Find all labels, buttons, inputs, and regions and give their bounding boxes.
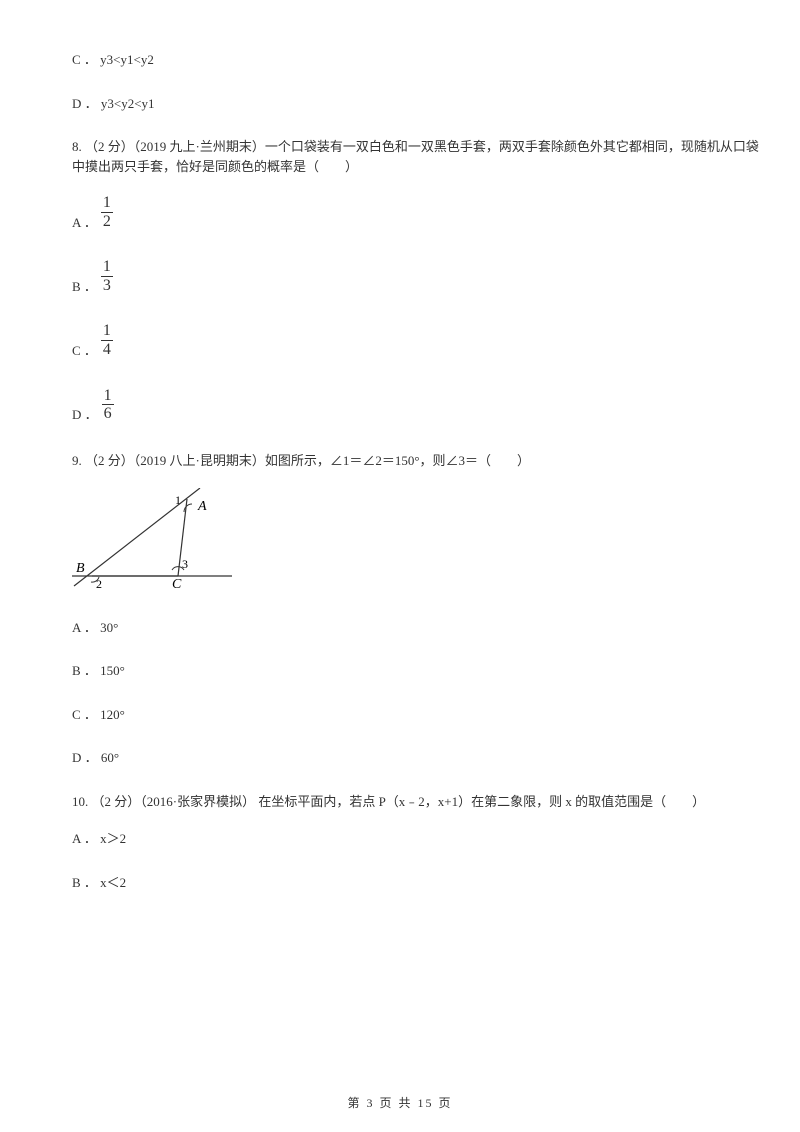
fraction-numerator: 1 xyxy=(101,258,113,277)
q10-option-a: A ． x＞2 xyxy=(40,829,760,849)
q9-figure: A B C 1 2 3 xyxy=(72,488,760,594)
q10-option-b: B ． x＜2 xyxy=(40,873,760,893)
angle-2-label: 2 xyxy=(96,577,102,588)
vertex-c-label: C xyxy=(172,577,182,588)
fraction-denominator: 4 xyxy=(101,341,113,359)
q8-option-d: D ． 1 6 xyxy=(40,387,760,425)
fraction-numerator: 1 xyxy=(101,322,113,341)
vertex-b-label: B xyxy=(76,561,85,576)
fraction-denominator: 2 xyxy=(101,213,113,231)
option-label: A ． xyxy=(72,213,97,233)
option-label: C ． xyxy=(72,341,97,361)
fraction-icon: 1 3 xyxy=(101,258,113,294)
vertex-a-label: A xyxy=(197,499,207,514)
q8-option-a: A ． 1 2 xyxy=(40,194,760,232)
angle-3-label: 3 xyxy=(182,557,188,571)
fraction-icon: 1 4 xyxy=(101,322,113,358)
fraction-numerator: 1 xyxy=(101,194,113,213)
page-footer: 第 3 页 共 15 页 xyxy=(0,1094,800,1112)
question-8-stem: 8. （2 分）（2019 九上·兰州期末）一个口袋装有一双白色和一双黑色手套，… xyxy=(40,137,760,176)
fraction-icon: 1 6 xyxy=(102,387,114,423)
q9-option-b: B ． 150° xyxy=(40,661,760,681)
q9-option-c: C ． 120° xyxy=(40,705,760,725)
q7-option-c: C ． y3<y1<y2 xyxy=(40,50,760,70)
fraction-denominator: 6 xyxy=(102,405,114,423)
angle-1-label: 1 xyxy=(175,493,181,507)
q9-option-d: D ． 60° xyxy=(40,748,760,768)
triangle-angle-diagram-icon: A B C 1 2 3 xyxy=(72,488,242,588)
question-10-stem: 10. （2 分）（2016·张家界模拟） 在坐标平面内，若点 P（x﹣2，x+… xyxy=(40,792,760,812)
fraction-denominator: 3 xyxy=(101,277,113,295)
q8-option-b: B ． 1 3 xyxy=(40,258,760,296)
fraction-icon: 1 2 xyxy=(101,194,113,230)
question-9-stem: 9. （2 分）（2019 八上·昆明期末）如图所示，∠1＝∠2＝150°，则∠… xyxy=(40,451,760,471)
option-label: B ． xyxy=(72,277,97,297)
q8-option-c: C ． 1 4 xyxy=(40,322,760,360)
q9-option-a: A ． 30° xyxy=(40,618,760,638)
fraction-numerator: 1 xyxy=(102,387,114,406)
option-label: D ． xyxy=(72,405,98,425)
q7-option-d: D ． y3<y2<y1 xyxy=(40,94,760,114)
